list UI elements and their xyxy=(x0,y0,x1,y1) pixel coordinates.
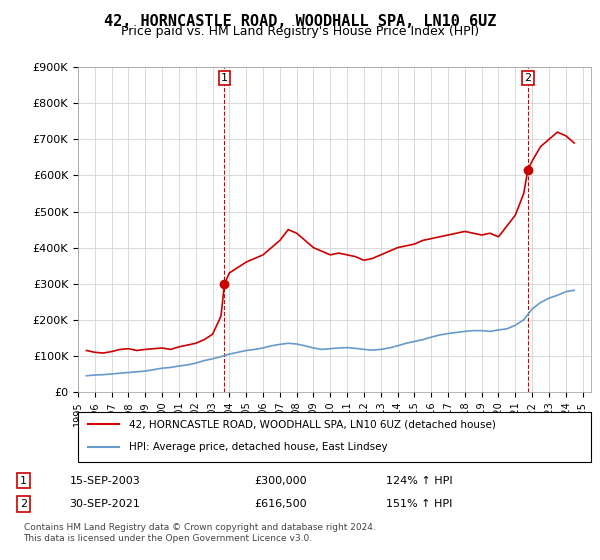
FancyBboxPatch shape xyxy=(78,412,591,462)
Text: 42, HORNCASTLE ROAD, WOODHALL SPA, LN10 6UZ: 42, HORNCASTLE ROAD, WOODHALL SPA, LN10 … xyxy=(104,14,496,29)
Text: 30-SEP-2021: 30-SEP-2021 xyxy=(70,499,140,509)
Text: 15-SEP-2003: 15-SEP-2003 xyxy=(70,475,140,486)
Text: 1: 1 xyxy=(221,73,228,83)
Text: 1: 1 xyxy=(20,475,27,486)
Text: £300,000: £300,000 xyxy=(254,475,307,486)
Text: 2: 2 xyxy=(20,499,27,509)
Text: Price paid vs. HM Land Registry's House Price Index (HPI): Price paid vs. HM Land Registry's House … xyxy=(121,25,479,38)
Text: 151% ↑ HPI: 151% ↑ HPI xyxy=(386,499,453,509)
Text: Contains HM Land Registry data © Crown copyright and database right 2024.
This d: Contains HM Land Registry data © Crown c… xyxy=(23,524,375,543)
Text: HPI: Average price, detached house, East Lindsey: HPI: Average price, detached house, East… xyxy=(130,442,388,452)
Text: 124% ↑ HPI: 124% ↑ HPI xyxy=(386,475,453,486)
Text: 42, HORNCASTLE ROAD, WOODHALL SPA, LN10 6UZ (detached house): 42, HORNCASTLE ROAD, WOODHALL SPA, LN10 … xyxy=(130,419,496,429)
Text: 2: 2 xyxy=(524,73,532,83)
Text: £616,500: £616,500 xyxy=(254,499,307,509)
